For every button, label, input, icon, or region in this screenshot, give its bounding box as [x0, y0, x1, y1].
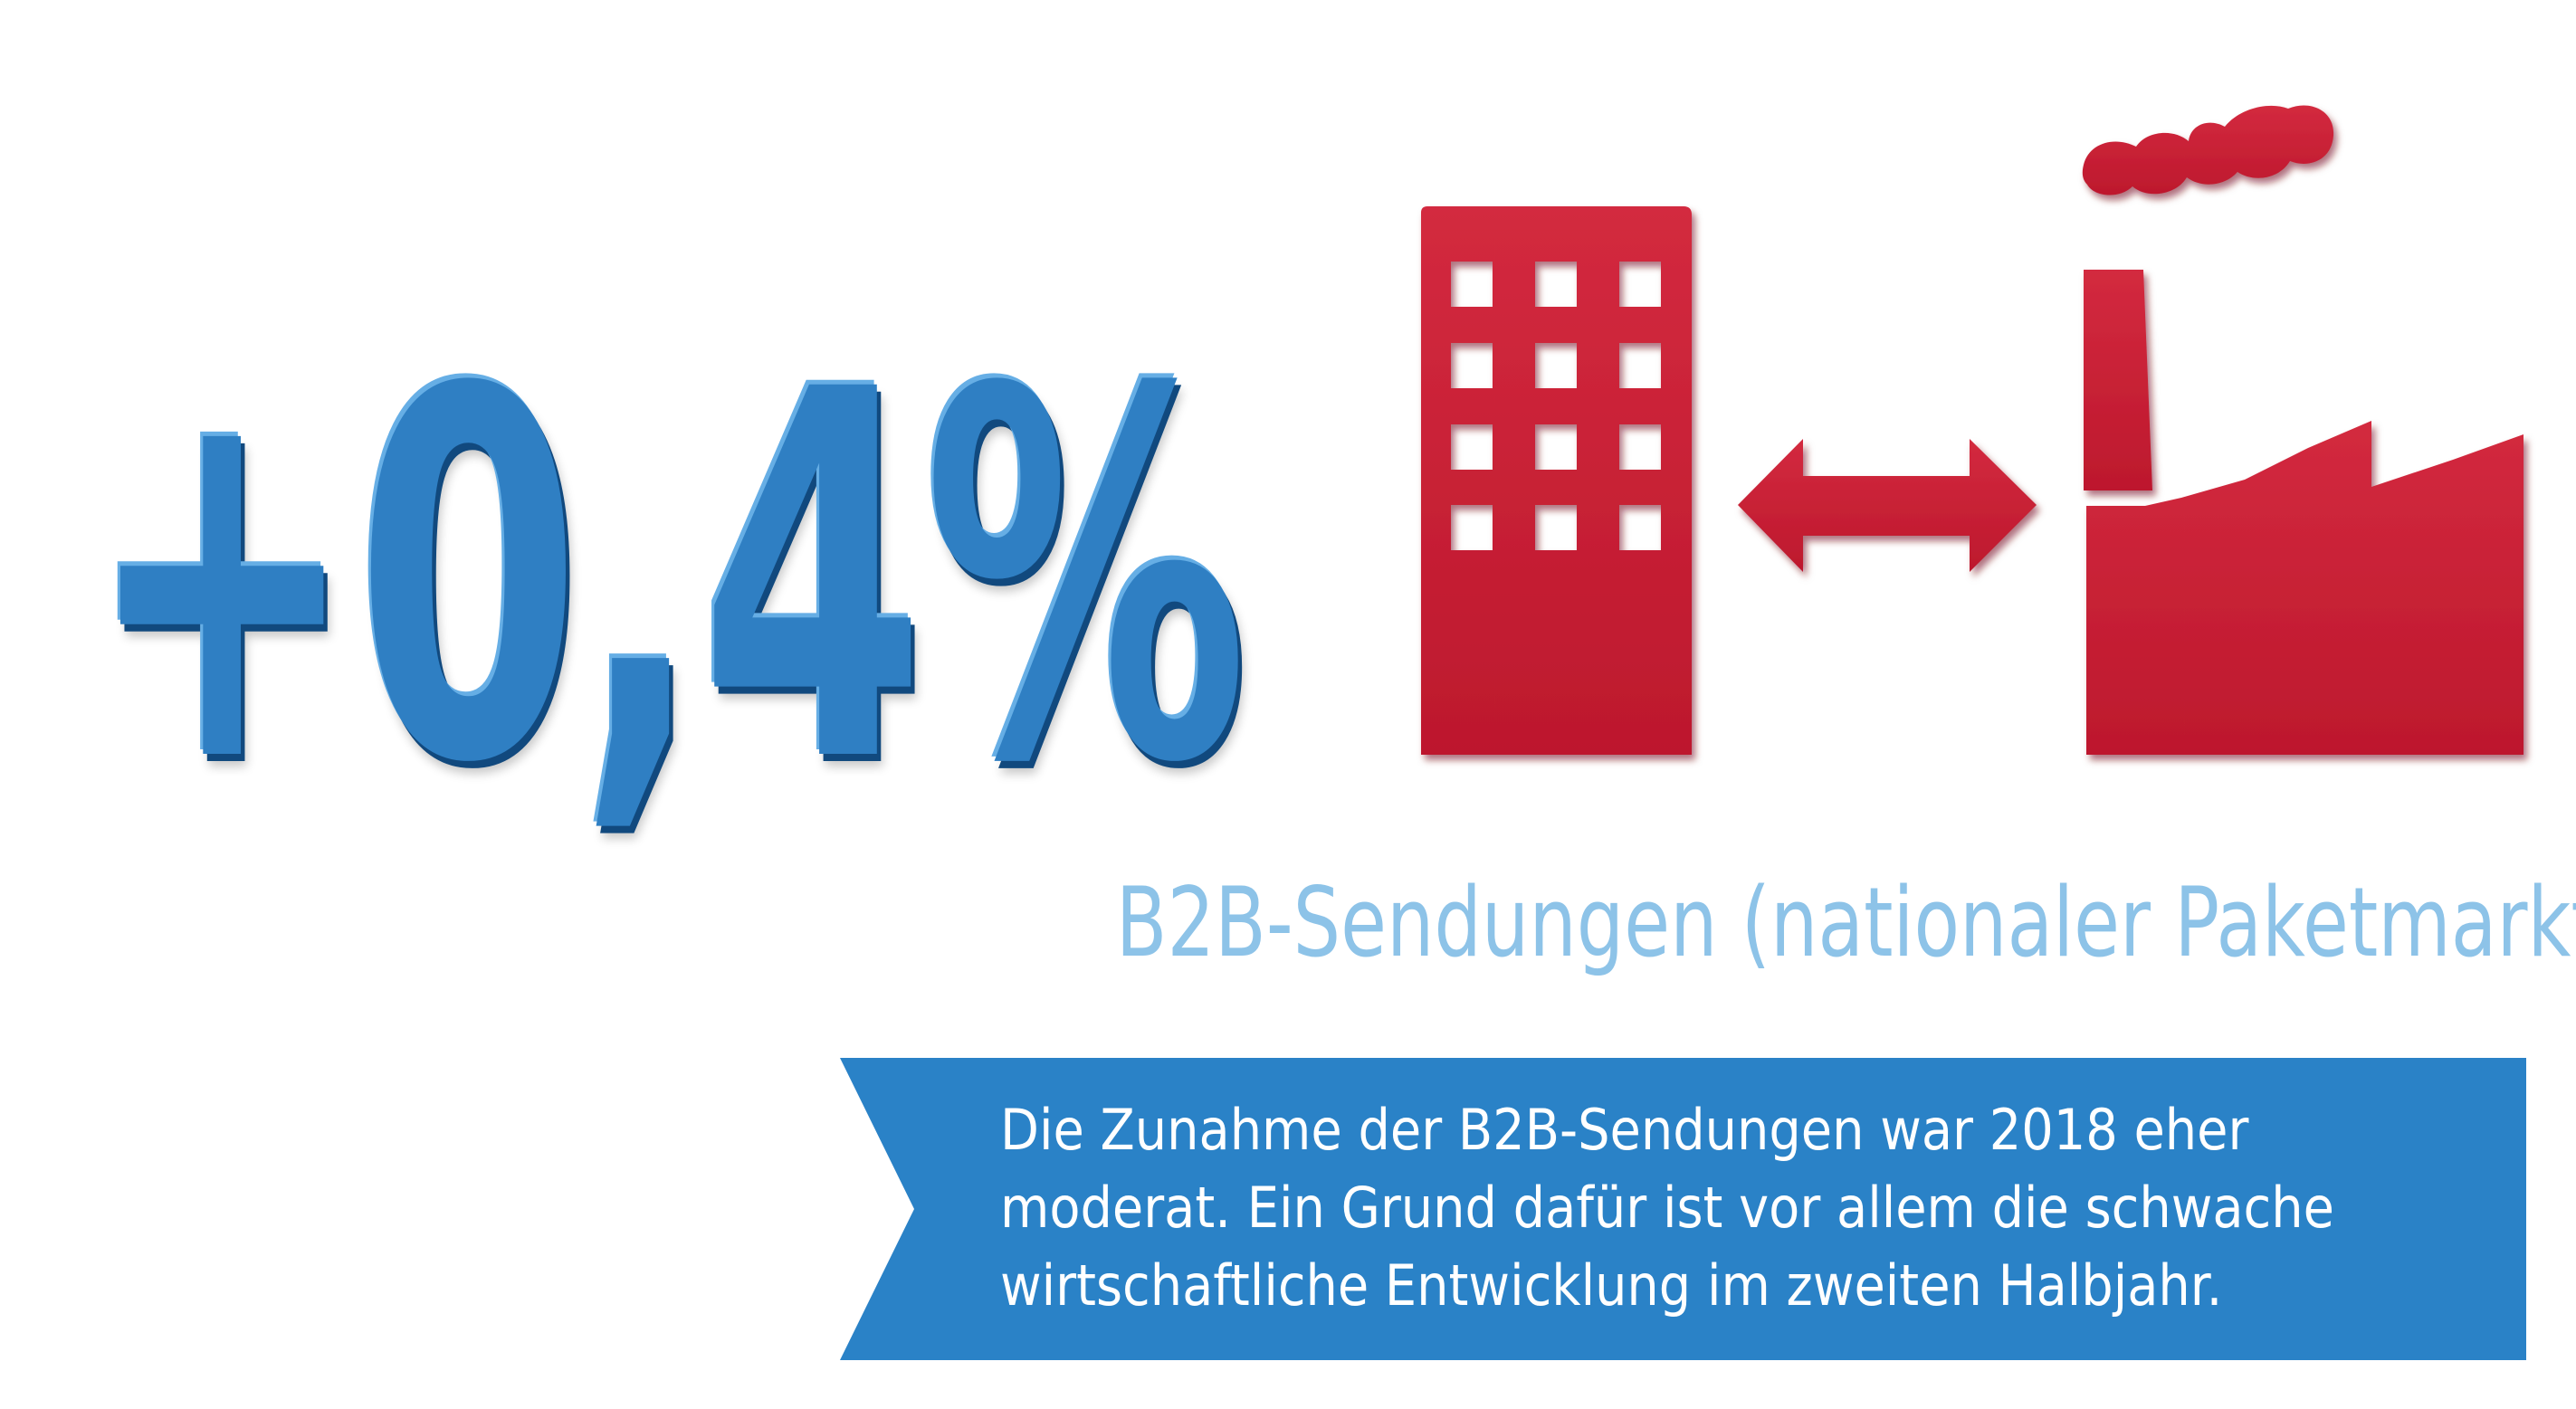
banner-line-3: wirtschaftliche Entwicklung im zweiten H… — [1000, 1252, 2223, 1319]
double-arrow-icon — [1738, 439, 2037, 572]
factory-icon — [2082, 105, 2524, 755]
banner-line-2: moderat. Ein Grund dafür ist vor allem d… — [1000, 1175, 2334, 1241]
banner-line-1: Die Zunahme der B2B-Sendungen war 2018 e… — [1000, 1097, 2249, 1163]
b2b-icons — [1421, 105, 2524, 755]
headline-percentage: +0,4% — [86, 284, 1248, 874]
office-building-icon — [1421, 206, 1692, 755]
chart-subtitle: B2B-Sendungen (nationaler Paketmarkt) — [1115, 867, 2576, 978]
banner-text: Die Zunahme der B2B-Sendungen war 2018 e… — [1000, 1091, 2421, 1325]
info-banner — [840, 1058, 2526, 1360]
